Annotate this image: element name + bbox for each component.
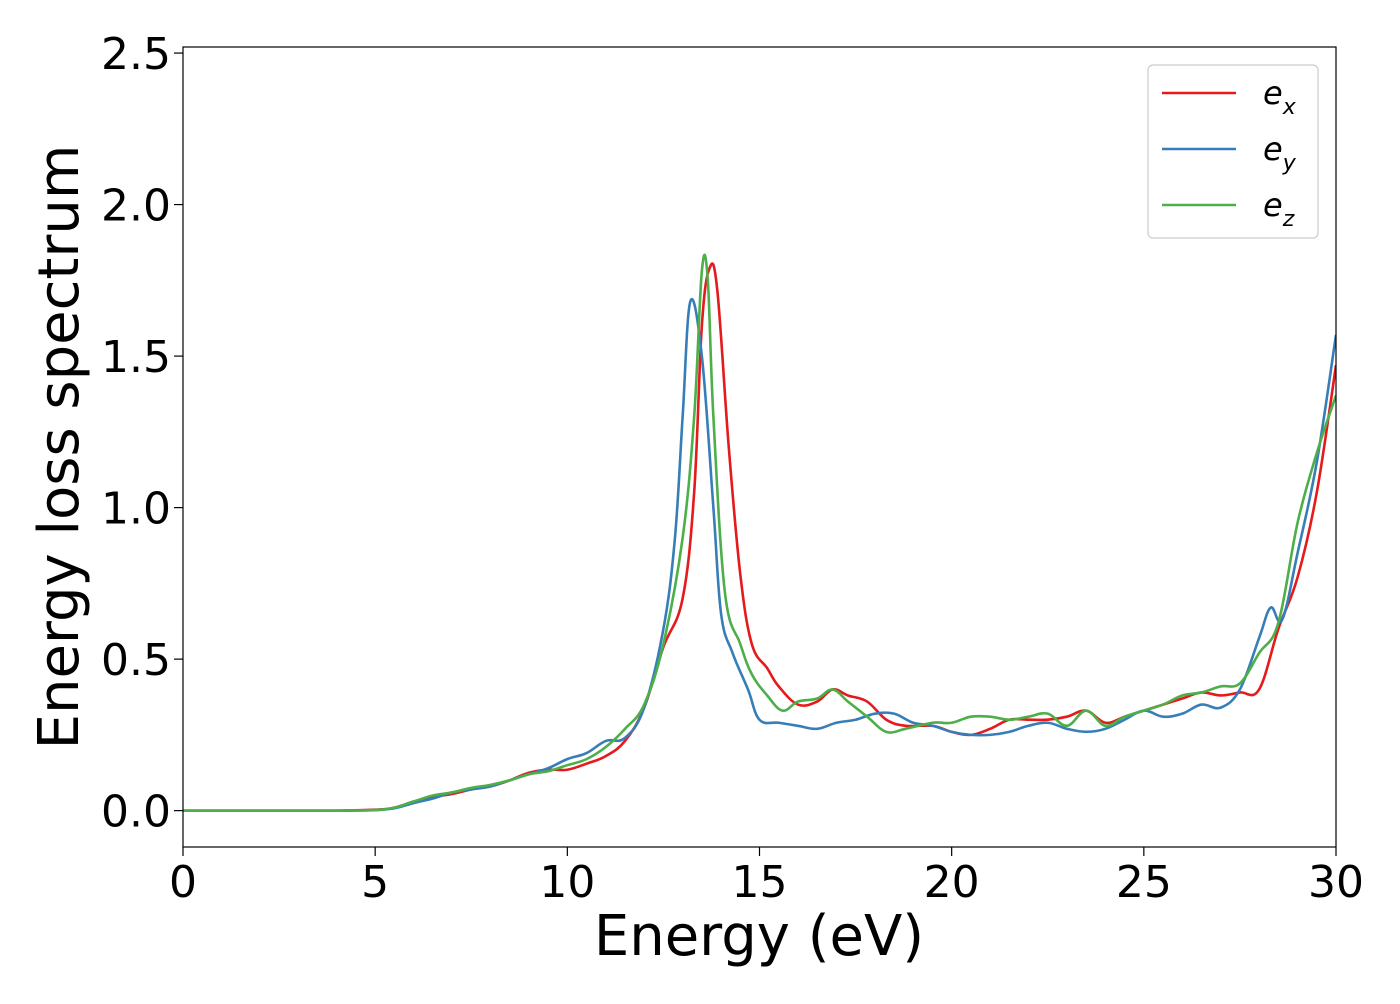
y-tick-label: 0.5 <box>101 635 171 686</box>
series-layer <box>183 253 1336 813</box>
y-axis-title: Energy loss spectrum <box>27 145 92 750</box>
x-tick-label: 25 <box>1116 857 1172 908</box>
y-tick-label: 2.0 <box>101 181 171 232</box>
y-tick-label: 1.5 <box>101 332 171 383</box>
legend: ex ey ez <box>1147 64 1319 239</box>
series-line-x <box>183 262 1336 813</box>
legend-box <box>1147 64 1319 239</box>
y-axis: 0.0 0.5 1.0 1.5 2.0 2.5 <box>101 29 183 838</box>
x-tick-label: 30 <box>1308 857 1364 908</box>
x-axis: 0 5 10 15 20 25 30 <box>169 847 1364 908</box>
legend-items: ex ey ez <box>1162 74 1297 232</box>
x-tick-label: 0 <box>169 857 197 908</box>
y-tick-label: 0.0 <box>101 787 171 838</box>
y-tick-label: 2.5 <box>101 29 171 80</box>
x-tick-label: 5 <box>361 857 389 908</box>
series-line-y <box>183 298 1336 812</box>
legend-label-y: ey <box>1263 130 1297 176</box>
y-tick-label: 1.0 <box>101 484 171 535</box>
series-line-z <box>183 253 1336 812</box>
legend-label-z: ez <box>1263 186 1295 232</box>
x-tick-label: 15 <box>732 857 788 908</box>
x-tick-label: 20 <box>924 857 980 908</box>
legend-label-x: ex <box>1263 74 1297 120</box>
x-axis-title: Energy (eV) <box>594 904 924 969</box>
x-tick-label: 10 <box>539 857 595 908</box>
